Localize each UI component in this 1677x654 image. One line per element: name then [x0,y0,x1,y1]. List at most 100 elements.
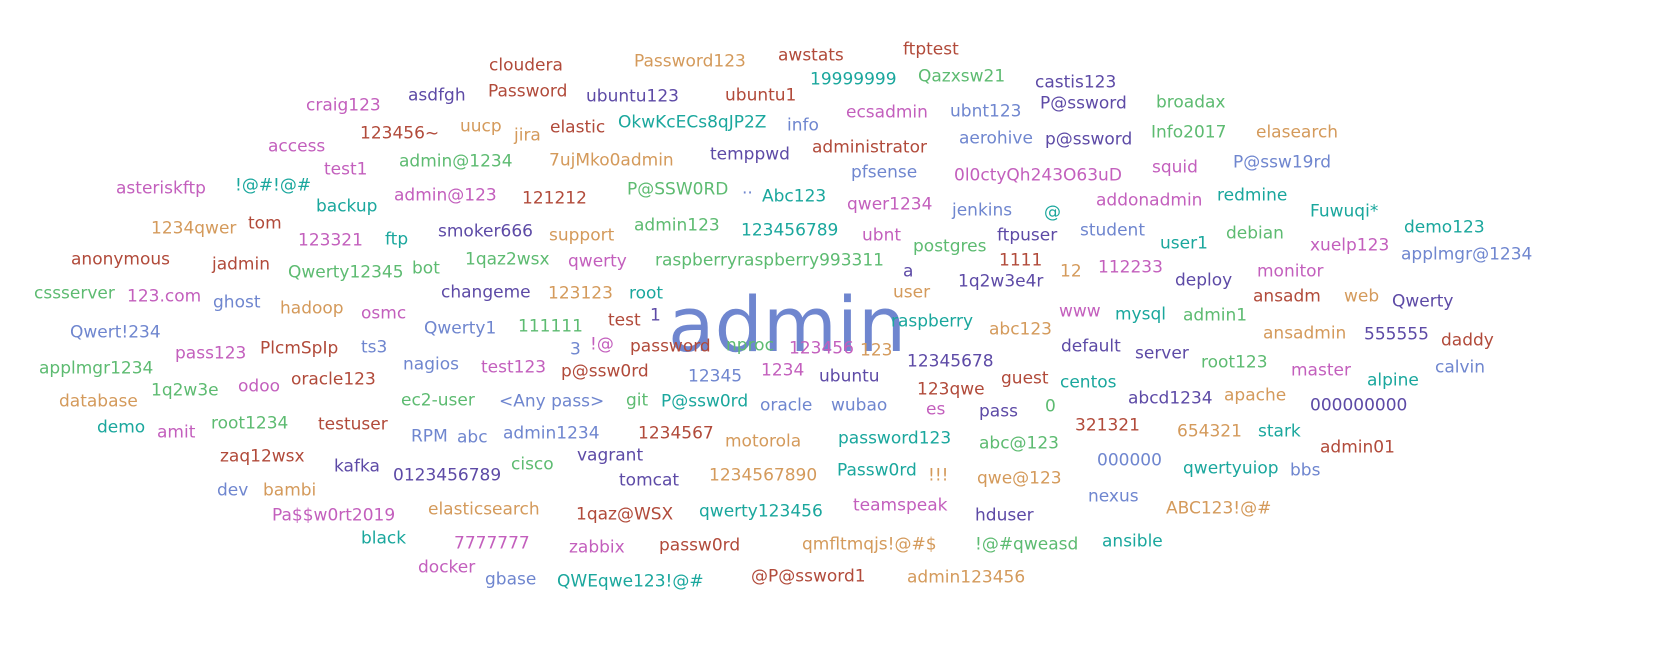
cloud-word: odoo [238,376,280,397]
cloud-word: Info2017 [1151,122,1227,143]
cloud-word: admin123 [634,215,720,236]
cloud-word: smoker666 [438,221,533,242]
cloud-word: 1 [650,305,661,326]
cloud-word: ftp [385,229,409,250]
cloud-word: hduser [975,505,1034,526]
cloud-word: 1q2w3e [151,380,219,401]
cloud-word: Abc123 [762,186,827,207]
cloud-word: Qwerty [1392,291,1454,312]
cloud-word: ABC123!@# [1166,498,1272,519]
cloud-word: qwertyuiop [1183,458,1279,479]
cloud-word: 121212 [522,188,587,209]
cloud-word: test1 [324,159,368,180]
cloud-word: @ [1044,202,1061,223]
cloud-word: 3 [570,339,581,360]
cloud-word: admin1 [1183,305,1248,326]
cloud-word: asdfgh [408,85,466,106]
cloud-word: qwer1234 [847,194,933,215]
cloud-word: ansadm [1253,286,1321,307]
cloud-word: 1234qwer [151,218,237,239]
cloud-word: www [1059,301,1101,322]
cloud-word: addonadmin [1096,190,1203,211]
cloud-word: 123qwe [917,379,985,400]
cloud-word: jadmin [212,254,270,275]
cloud-word: P@SSW0RD [627,179,729,200]
cloud-word: info [787,115,819,136]
cloud-word: wubao [831,395,888,416]
cloud-word: !@#!@# [235,175,312,196]
cloud-word: bambi [263,480,317,501]
cloud-word: PlcmSpIp [260,338,339,359]
cloud-word: RPM [411,426,448,447]
cloud-word: squid [1152,157,1198,178]
cloud-word: Qwerty12345 [288,262,404,283]
cloud-word: cisco [511,454,554,475]
cloud-word: ecsadmin [846,102,928,123]
cloud-word: 1234567890 [709,465,818,486]
cloud-word: qwe@123 [977,468,1062,489]
cloud-word: Password123 [634,51,746,72]
cloud-word: amit [157,422,196,443]
cloud-word: passw0rd [659,535,741,556]
cloud-word: user [893,282,931,303]
cloud-word: 123.com [127,286,202,307]
cloud-word: 654321 [1177,421,1242,442]
cloud-word: testuser [318,414,388,435]
cloud-word: ubuntu [819,366,880,387]
cloud-word: pass123 [175,343,247,364]
cloud-word: master [1291,360,1351,381]
cloud-word: demo123 [1404,217,1485,238]
cloud-word: student [1080,220,1145,241]
cloud-word: <Any pass> [499,391,605,412]
cloud-word: 555555 [1364,324,1429,345]
cloud-word: database [59,391,138,412]
cloud-word: nproc [726,335,774,356]
cloud-word: raspberry [891,311,974,332]
cloud-word: elasearch [1256,122,1339,143]
cloud-word: 19999999 [810,69,897,90]
cloud-word: kafka [334,456,380,477]
cloud-word: castis123 [1035,72,1117,93]
cloud-word: changeme [441,282,531,303]
cloud-word: anonymous [71,249,171,270]
cloud-word: nagios [403,354,459,375]
cloud-word: Qwerty1 [424,318,497,339]
cloud-word: 0 [1045,396,1056,417]
cloud-word: 1qaz@WSX [576,504,674,525]
cloud-word: 123123 [548,283,613,304]
cloud-word: 12 [1060,261,1082,282]
cloud-word: craig123 [306,95,381,116]
cloud-word: 112233 [1098,257,1163,278]
cloud-word: es [926,399,946,420]
cloud-word: cloudera [489,55,563,76]
cloud-word: !@ [590,334,614,355]
cloud-word: Fuwuqi* [1310,201,1379,222]
cloud-word: 123456789 [741,220,839,241]
cloud-word: Qazxsw21 [918,66,1006,87]
cloud-word: awstats [778,45,844,66]
cloud-word: P@ssword [1040,93,1127,114]
cloud-word: root123 [1201,352,1268,373]
cloud-word: centos [1060,372,1117,393]
cloud-word: tom [248,213,282,234]
cloud-word: alpine [1367,370,1419,391]
cloud-word: 321321 [1075,415,1140,436]
cloud-word: ftpuser [997,225,1058,246]
cloud-word: default [1061,336,1121,357]
cloud-word: abc@123 [979,433,1060,454]
cloud-word: docker [418,557,476,578]
cloud-word: root [629,283,664,304]
cloud-word: 123456 [789,338,854,359]
cloud-word: zabbix [569,537,625,558]
cloud-word: 000000 [1097,450,1162,471]
cloud-word: black [361,528,407,549]
cloud-word: 111111 [518,316,583,337]
cloud-word: 1234567 [638,423,714,444]
cloud-word: ansible [1102,531,1163,552]
cloud-word: Pa$$w0rt2019 [272,505,396,526]
cloud-word: 000000000 [1310,395,1408,416]
cloud-word: password [630,336,711,357]
cloud-word: mysql [1115,304,1166,325]
cloud-word: admin@123 [394,185,497,206]
